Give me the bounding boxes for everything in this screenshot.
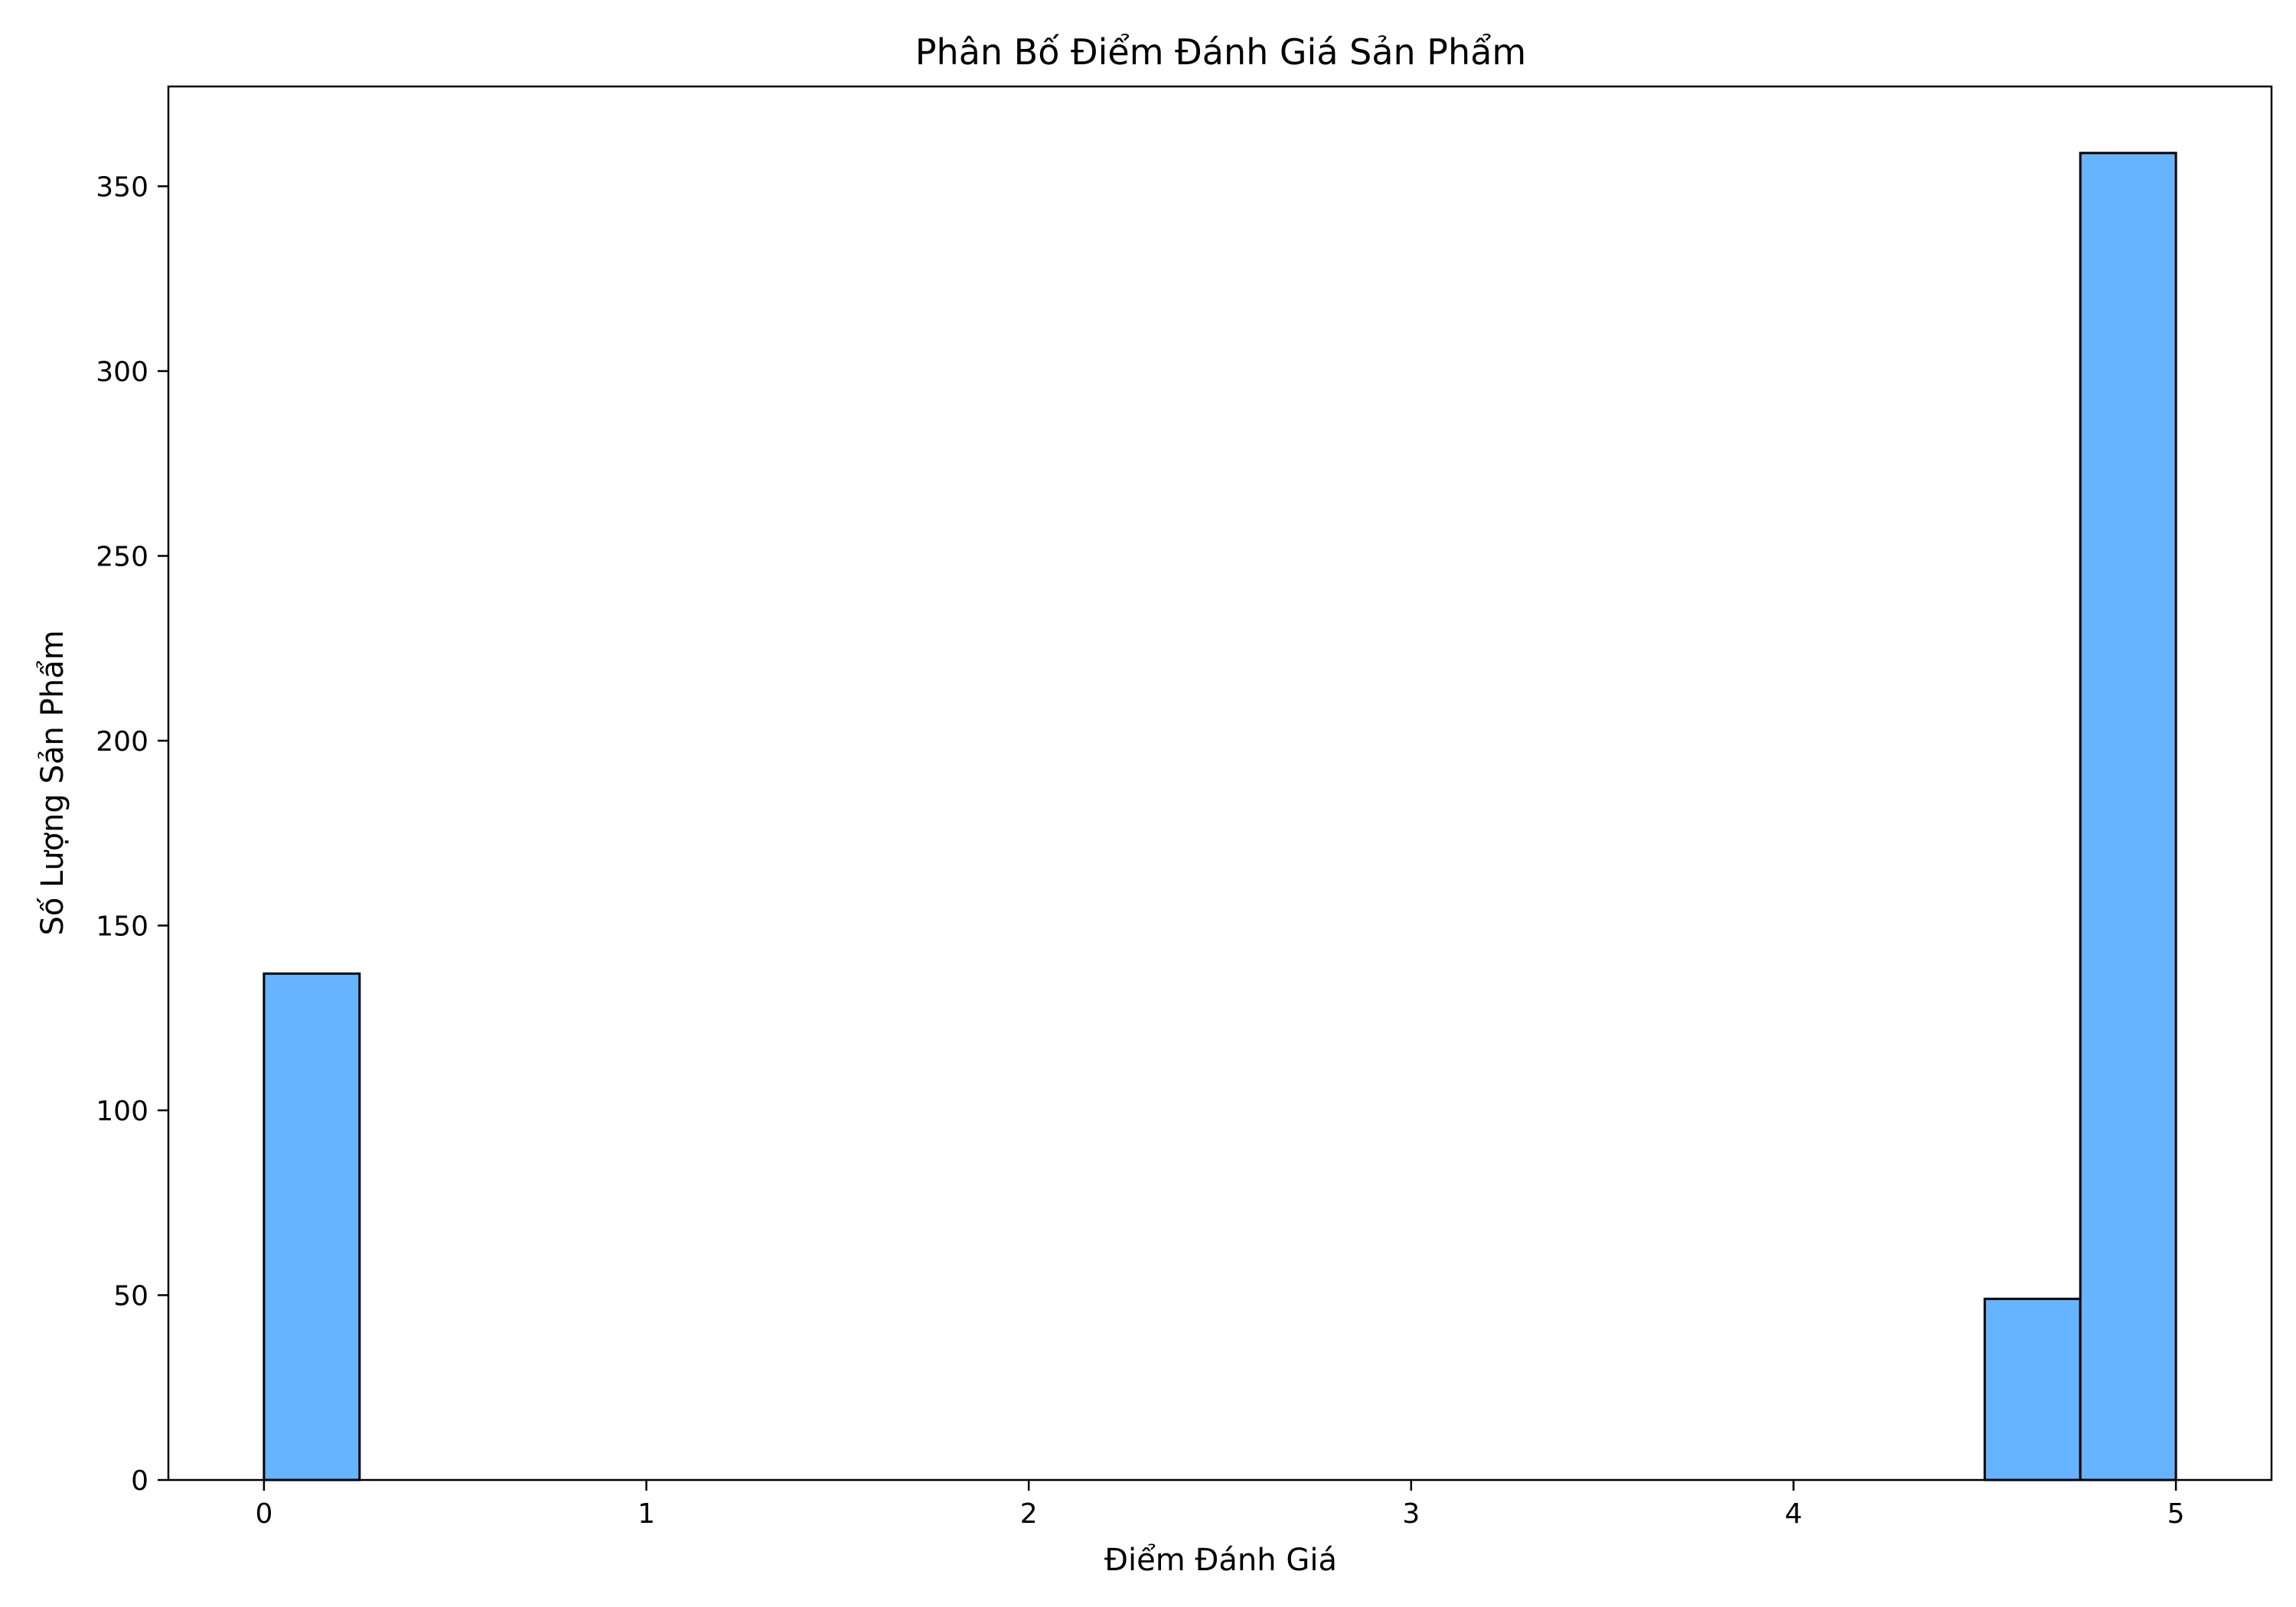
- y-tick-label-0: 0: [131, 1465, 148, 1497]
- y-axis-title: Số Lượng Sản Phẩm: [35, 630, 70, 935]
- bars-layer: [263, 152, 2177, 1482]
- x-tick-label-3: 3: [1402, 1498, 1420, 1530]
- x-tick-label-5: 5: [2167, 1498, 2185, 1530]
- y-tick-label-300: 300: [96, 357, 148, 388]
- plot-frame: [167, 85, 2273, 1482]
- x-axis-title: Điểm Đánh Giá: [1104, 1543, 1337, 1578]
- y-tick-label-50: 50: [113, 1280, 148, 1312]
- histogram-bar-0: [263, 972, 361, 1482]
- chart-title: Phân Bố Điểm Đánh Giá Sản Phẩm: [915, 31, 1526, 73]
- x-tick-label-1: 1: [638, 1498, 655, 1530]
- x-tick-label-0: 0: [255, 1498, 272, 1530]
- y-tick-label-100: 100: [96, 1096, 148, 1127]
- y-tick-label-250: 250: [96, 541, 148, 572]
- x-tick-label-4: 4: [1785, 1498, 1802, 1530]
- histogram-bar-18: [1983, 1297, 2082, 1482]
- x-tick-label-2: 2: [1020, 1498, 1038, 1530]
- y-tick-label-150: 150: [96, 911, 148, 942]
- y-tick-label-200: 200: [96, 726, 148, 758]
- histogram-bar-19: [2079, 152, 2177, 1482]
- y-tick-label-350: 350: [96, 171, 148, 203]
